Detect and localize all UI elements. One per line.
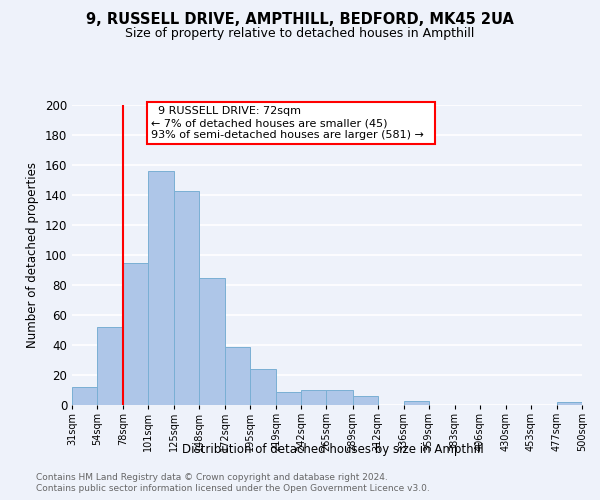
- Bar: [326, 390, 353, 405]
- Bar: [250, 369, 277, 405]
- Bar: [97, 327, 123, 405]
- Text: Contains HM Land Registry data © Crown copyright and database right 2024.: Contains HM Land Registry data © Crown c…: [36, 472, 388, 482]
- Bar: [123, 262, 148, 405]
- Text: 9, RUSSELL DRIVE, AMPTHILL, BEDFORD, MK45 2UA: 9, RUSSELL DRIVE, AMPTHILL, BEDFORD, MK4…: [86, 12, 514, 28]
- Bar: [404, 400, 428, 405]
- Bar: [148, 171, 174, 405]
- Bar: [301, 390, 326, 405]
- Bar: [199, 278, 226, 405]
- Text: 9 RUSSELL DRIVE: 72sqm
← 7% of detached houses are smaller (45)
93% of semi-deta: 9 RUSSELL DRIVE: 72sqm ← 7% of detached …: [151, 106, 431, 140]
- Bar: [277, 392, 301, 405]
- Bar: [174, 190, 199, 405]
- Text: Distribution of detached houses by size in Ampthill: Distribution of detached houses by size …: [182, 442, 484, 456]
- Bar: [72, 387, 97, 405]
- Bar: [557, 402, 582, 405]
- Y-axis label: Number of detached properties: Number of detached properties: [26, 162, 39, 348]
- Text: Size of property relative to detached houses in Ampthill: Size of property relative to detached ho…: [125, 28, 475, 40]
- Text: Contains public sector information licensed under the Open Government Licence v3: Contains public sector information licen…: [36, 484, 430, 493]
- Bar: [353, 396, 377, 405]
- Bar: [226, 346, 250, 405]
